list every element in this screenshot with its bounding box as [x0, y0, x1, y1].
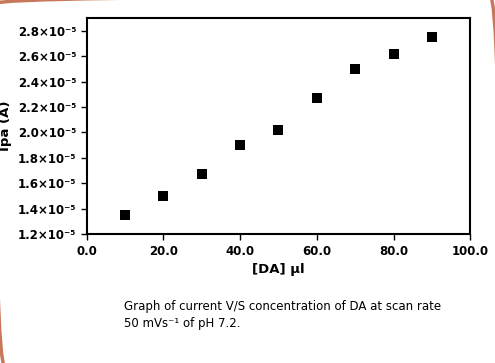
Point	[198, 172, 206, 178]
Point	[351, 66, 359, 72]
Point	[428, 34, 436, 40]
Y-axis label: Ipa (A): Ipa (A)	[0, 101, 12, 151]
Text: Graph of current V/S concentration of DA at scan rate
50 mVs⁻¹ of pH 7.2.: Graph of current V/S concentration of DA…	[124, 299, 441, 330]
Point	[390, 51, 397, 57]
Text: Figure 8b: Figure 8b	[33, 311, 100, 324]
Point	[159, 193, 167, 199]
Point	[313, 95, 321, 101]
Point	[236, 142, 244, 148]
Point	[121, 212, 129, 218]
X-axis label: [DA] μl: [DA] μl	[252, 263, 305, 276]
Point	[274, 127, 282, 133]
